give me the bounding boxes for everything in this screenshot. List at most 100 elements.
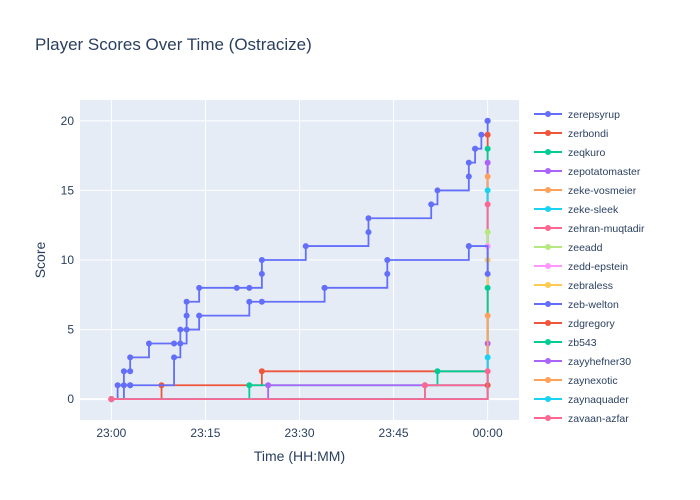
data-point xyxy=(183,312,190,319)
legend-label: zeke-vosmeier xyxy=(568,185,637,197)
x-tick-label: 23:30 xyxy=(284,426,314,440)
legend-item[interactable]: zeke-vosmeier xyxy=(534,185,637,197)
legend-item[interactable]: zaynaquader xyxy=(534,394,629,406)
data-point xyxy=(114,382,121,389)
legend-marker xyxy=(545,415,551,421)
data-point xyxy=(171,354,178,361)
legend-label: zayaan-azfar xyxy=(568,413,629,425)
legend-label: zayyhefner30 xyxy=(568,356,631,368)
data-point xyxy=(484,368,491,375)
legend-marker xyxy=(545,168,551,174)
data-point xyxy=(177,340,184,347)
data-point xyxy=(484,131,491,138)
data-point xyxy=(484,117,491,124)
data-point xyxy=(478,131,485,138)
data-point xyxy=(127,382,134,389)
data-point xyxy=(265,382,272,389)
legend-marker xyxy=(545,206,551,212)
data-point xyxy=(484,312,491,319)
legend-marker xyxy=(545,339,551,345)
legend-label: zepotatomaster xyxy=(568,166,641,178)
series-line xyxy=(111,371,489,401)
data-point xyxy=(246,298,253,305)
series-layer xyxy=(108,117,491,403)
x-tick-label: 23:45 xyxy=(379,426,409,440)
data-point xyxy=(434,368,441,375)
legend-label: zerepsyrup xyxy=(568,109,620,121)
legend-item[interactable]: zerepsyrup xyxy=(534,109,620,121)
legend-label: zdgregory xyxy=(568,318,615,330)
x-axis: 23:00 23:15 23:30 23:45 00:00 xyxy=(96,426,503,440)
legend-label: zebraless xyxy=(568,280,613,292)
legend-marker xyxy=(545,149,551,155)
legend-marker xyxy=(545,263,551,269)
legend-item[interactable]: zeke-sleek xyxy=(534,204,619,216)
legend-item[interactable]: zayaan-azfar xyxy=(534,413,629,425)
data-point xyxy=(120,368,127,375)
legend-marker xyxy=(545,130,551,136)
series-line xyxy=(111,245,489,401)
data-point xyxy=(302,243,309,250)
data-point xyxy=(365,229,372,236)
data-point xyxy=(246,284,253,291)
data-point xyxy=(183,298,190,305)
data-point xyxy=(177,326,184,333)
data-point xyxy=(428,201,435,208)
legend-label: zeqkuro xyxy=(568,147,606,159)
data-point xyxy=(120,382,127,389)
data-point xyxy=(472,145,479,152)
y-axis-title: Score xyxy=(32,242,48,279)
data-point xyxy=(484,354,491,361)
legend-marker xyxy=(545,358,551,364)
data-point xyxy=(183,326,190,333)
data-point xyxy=(384,270,391,277)
legend-item[interactable]: zedd-epstein xyxy=(534,261,628,273)
legend-label: zedd-epstein xyxy=(568,261,628,273)
legend-item[interactable]: zeb-welton xyxy=(534,299,619,311)
data-point xyxy=(484,270,491,277)
data-point xyxy=(196,284,203,291)
x-axis-title: Time (HH:MM) xyxy=(254,448,345,464)
legend-marker xyxy=(545,111,551,117)
data-point xyxy=(421,382,428,389)
chart-title: Player Scores Over Time (Ostracize) xyxy=(35,35,312,54)
legend-marker xyxy=(545,187,551,193)
data-point xyxy=(384,257,391,263)
y-tick-label: 0 xyxy=(67,392,74,406)
legend-item[interactable]: zerbondi xyxy=(534,128,608,140)
legend-marker xyxy=(545,244,551,250)
legend-item[interactable]: zaynexotic xyxy=(534,375,618,387)
series-zayaan-azfar xyxy=(108,368,491,403)
legend-marker xyxy=(545,301,551,307)
legend-item[interactable]: zeqkuro xyxy=(534,147,606,159)
legend-item[interactable]: zdgregory xyxy=(534,318,615,330)
legend[interactable]: zerepsyrup zerbondi zeqkuro zepotatomaster z… xyxy=(534,109,645,425)
data-point xyxy=(127,368,134,375)
legend-label: zeb-welton xyxy=(568,299,619,311)
data-point xyxy=(484,145,491,152)
series-zerepsyrup xyxy=(108,117,491,403)
legend-item[interactable]: zehran-muqtadir xyxy=(534,223,645,235)
series-line xyxy=(111,120,489,401)
series-zeb-welton xyxy=(108,243,491,403)
data-point xyxy=(465,243,472,250)
legend-item[interactable]: zayyhefner30 xyxy=(534,356,631,368)
legend-marker xyxy=(545,282,551,288)
legend-item[interactable]: zebraless xyxy=(534,280,613,292)
legend-item[interactable]: zepotatomaster xyxy=(534,166,641,178)
y-axis: 0 5 10 15 20 xyxy=(61,114,75,406)
y-tick-label: 15 xyxy=(61,183,75,197)
data-point xyxy=(171,340,178,347)
legend-label: zeke-sleek xyxy=(568,204,619,216)
legend-item[interactable]: zeeadd xyxy=(534,242,603,254)
data-point xyxy=(465,159,472,166)
data-point xyxy=(258,298,265,305)
x-tick-label: 23:15 xyxy=(190,426,220,440)
data-point xyxy=(484,284,491,291)
legend-marker xyxy=(545,225,551,231)
data-point xyxy=(258,368,265,375)
legend-item[interactable]: zb543 xyxy=(534,337,597,349)
data-point xyxy=(145,340,152,347)
legend-label: zeeadd xyxy=(568,242,603,254)
y-tick-label: 20 xyxy=(61,114,75,128)
